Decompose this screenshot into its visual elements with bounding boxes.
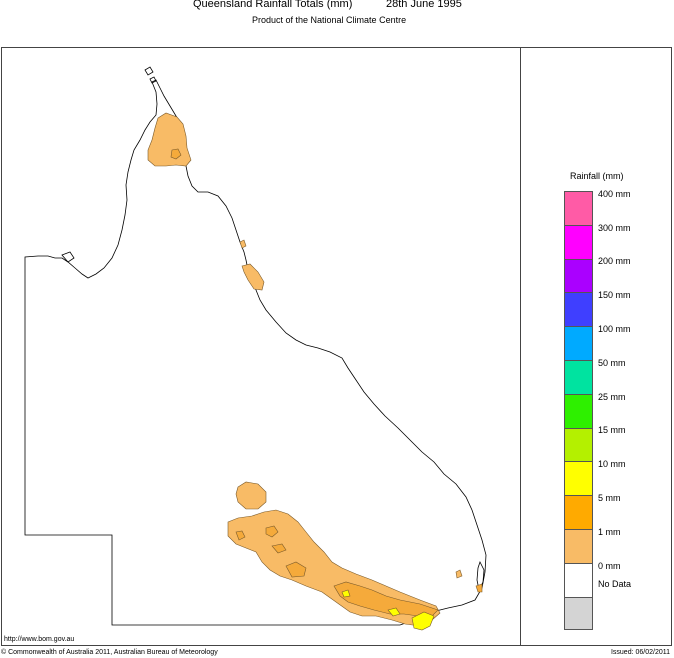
rain-10mm-c (411, 611, 435, 631)
legend-label: No Data (598, 578, 632, 589)
legend-swatch (564, 258, 593, 293)
legend-swatch (564, 461, 593, 496)
rain-5mm-d (285, 561, 307, 578)
legend-label: 10 mm (598, 459, 626, 470)
map-frame (1, 47, 672, 646)
legend-label: 100 mm (598, 324, 631, 334)
legend-label: 300 mm (598, 222, 631, 233)
queensland-map (24, 66, 487, 631)
rain-central-blob (235, 481, 267, 510)
rain-5mm-cape (170, 148, 182, 160)
island-gulf (61, 251, 75, 263)
rain-10mm-a (341, 589, 351, 598)
legend-swatch (564, 596, 593, 631)
footer-url[interactable]: http://www.bom.gov.au (4, 636, 75, 643)
rain-5mm-b (235, 530, 246, 541)
legend-label: 400 mm (598, 188, 631, 199)
legend-swatch (564, 427, 593, 462)
footer-copyright: © Commonwealth of Australia 2011, Austra… (1, 649, 218, 656)
rainfall-1mm-areas (147, 112, 463, 627)
legend-swatch (564, 326, 593, 360)
island-north (144, 66, 154, 76)
legend-swatch (564, 292, 593, 327)
rainfall-10mm-areas (341, 589, 435, 631)
rain-5mm-c (271, 543, 287, 554)
map-title: Queensland Rainfall Totals (mm) (193, 0, 353, 10)
rain-5mm-a (265, 525, 279, 538)
legend-swatch (564, 562, 593, 597)
legend-label: 200 mm (598, 256, 631, 267)
rain-cape-york (147, 112, 192, 167)
legend-divider (520, 47, 521, 646)
rainfall-5mm-areas (170, 148, 483, 617)
legend-label: 0 mm (598, 560, 621, 571)
legend-swatch (564, 495, 593, 529)
legend-title: Rainfall (mm) (570, 171, 624, 181)
legend-swatch (564, 191, 593, 225)
footer-issued: Issued: 06/02/2011 (610, 649, 670, 656)
rain-5mm-e (475, 583, 483, 593)
legend-label: 50 mm (598, 357, 626, 368)
title-bar: Queensland Rainfall Totals (mm) 28th Jun… (0, 0, 674, 14)
queensland-outline (24, 79, 487, 626)
island-north-2 (149, 76, 157, 84)
map-date: 28th June 1995 (386, 0, 462, 10)
legend-swatch (564, 393, 593, 428)
rain-east-small (455, 569, 463, 579)
legend-label: 5 mm (598, 493, 621, 503)
legend-label: 150 mm (598, 290, 631, 301)
legend-swatch (564, 529, 593, 563)
legend-label: 25 mm (598, 391, 626, 402)
legend-label: 15 mm (598, 425, 626, 436)
map-subtitle: Product of the National Climate Centre (252, 15, 407, 25)
legend-swatch (564, 224, 593, 259)
rain-10mm-b (387, 607, 401, 617)
rain-cairns (241, 263, 265, 291)
legend-label: 1 mm (598, 526, 621, 537)
rain-coast-small (239, 239, 247, 249)
legend-swatch (564, 360, 593, 394)
